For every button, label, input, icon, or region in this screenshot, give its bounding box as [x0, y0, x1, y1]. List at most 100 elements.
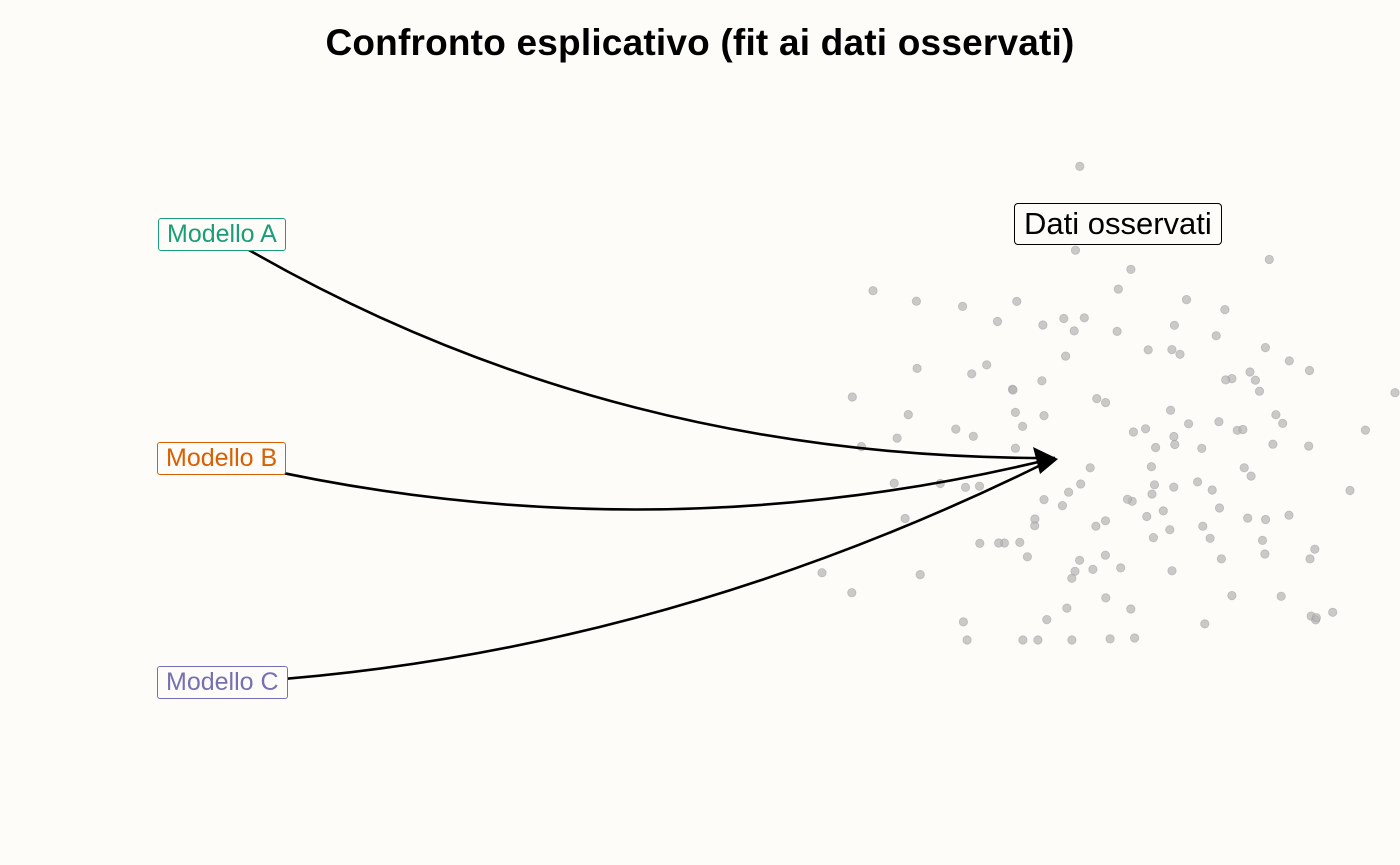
observed-point	[1214, 417, 1224, 427]
diagram-title: Confronto esplicativo (fit ai dati osser…	[325, 22, 1075, 63]
observed-point	[1264, 254, 1274, 265]
model-b-label: Modello B	[157, 442, 287, 475]
observed-point	[1100, 516, 1111, 526]
observed-point	[1062, 603, 1072, 613]
observed-point	[1075, 161, 1085, 171]
observed-point	[1170, 439, 1180, 450]
observed-point	[1018, 635, 1028, 645]
observed-point	[1181, 294, 1192, 305]
observed-point	[1147, 489, 1157, 499]
observed-point	[1022, 552, 1033, 562]
observed-data-label: Dati osservati	[1014, 203, 1222, 245]
observed-point	[1101, 593, 1111, 603]
model-a-label: Modello A	[158, 218, 286, 251]
observed-point	[1143, 345, 1153, 355]
observed-point	[1310, 544, 1320, 554]
observed-point	[1261, 514, 1271, 525]
observed-point	[1105, 634, 1115, 644]
observed-point	[957, 301, 968, 311]
model-c-label: Modello C	[157, 666, 288, 699]
observed-point	[1245, 367, 1255, 377]
observed-point	[1254, 386, 1265, 396]
observed-point	[1304, 441, 1314, 451]
observed-point	[1197, 443, 1207, 453]
observed-point	[1311, 613, 1321, 623]
observed-point	[992, 316, 1003, 327]
observed-point	[960, 482, 971, 492]
observed-point	[1345, 485, 1355, 496]
observed-point	[1092, 393, 1102, 404]
observed-point	[889, 478, 899, 488]
observed-point	[1141, 424, 1151, 434]
observed-point	[868, 286, 878, 296]
observed-point	[1158, 506, 1168, 516]
observed-point	[1075, 555, 1085, 565]
observed-point	[1079, 313, 1089, 323]
observed-point	[1015, 537, 1025, 548]
observed-point	[982, 360, 992, 370]
observed-point	[1101, 397, 1111, 408]
observed-point	[1039, 494, 1049, 505]
observed-point	[1038, 320, 1048, 330]
observed-point	[1257, 535, 1268, 546]
observed-point	[1012, 296, 1022, 306]
observed-point	[1239, 463, 1249, 473]
observed-point	[1067, 573, 1077, 583]
observed-point	[1146, 462, 1157, 472]
observed-point	[1207, 485, 1217, 495]
observed-point	[994, 538, 1004, 548]
observed-point	[1112, 326, 1122, 336]
observed-point	[1039, 410, 1049, 421]
observed-points	[817, 161, 1400, 645]
observed-point	[1271, 410, 1281, 420]
observed-point	[1205, 533, 1215, 543]
observed-point	[1169, 320, 1180, 330]
observed-point	[1126, 264, 1136, 274]
observed-point	[1149, 480, 1160, 490]
observed-point	[911, 296, 922, 306]
observed-point	[962, 635, 972, 645]
observed-point	[1142, 511, 1152, 522]
observed-point	[1260, 549, 1270, 559]
observed-point	[1100, 550, 1111, 560]
observed-point	[900, 513, 910, 524]
observed-point	[1010, 407, 1021, 417]
observed-point	[1088, 564, 1098, 575]
observed-point	[1211, 331, 1221, 341]
observed-point	[1042, 614, 1052, 625]
observed-point	[958, 617, 969, 627]
observed-point	[1169, 482, 1179, 492]
observed-point	[1151, 442, 1161, 453]
observed-point	[1238, 424, 1248, 435]
observed-point	[817, 568, 827, 578]
observed-point	[1085, 463, 1095, 473]
observed-point	[1070, 245, 1081, 255]
observed-point	[1076, 479, 1086, 489]
observed-point	[1360, 425, 1371, 435]
observed-point	[951, 424, 961, 434]
observed-point	[1260, 342, 1271, 353]
observed-point	[1214, 503, 1225, 513]
observed-point	[1304, 365, 1315, 376]
observed-point	[1113, 284, 1123, 294]
observed-point	[847, 588, 857, 598]
observed-point	[1227, 590, 1237, 601]
observed-point	[968, 431, 978, 441]
arrow-model-c	[224, 456, 1056, 685]
observed-point	[1284, 356, 1294, 366]
observed-point	[1167, 344, 1177, 355]
observed-point	[1010, 443, 1021, 453]
observed-point	[974, 481, 985, 491]
observed-point	[1200, 619, 1210, 629]
observed-point	[1128, 427, 1139, 437]
observed-point	[1061, 351, 1071, 361]
observed-point	[975, 538, 985, 549]
observed-point	[1276, 591, 1286, 601]
observed-point	[1221, 375, 1231, 385]
observed-point	[1057, 500, 1068, 511]
observed-point	[1064, 487, 1074, 497]
observed-point	[1193, 477, 1203, 487]
observed-point	[903, 409, 913, 420]
